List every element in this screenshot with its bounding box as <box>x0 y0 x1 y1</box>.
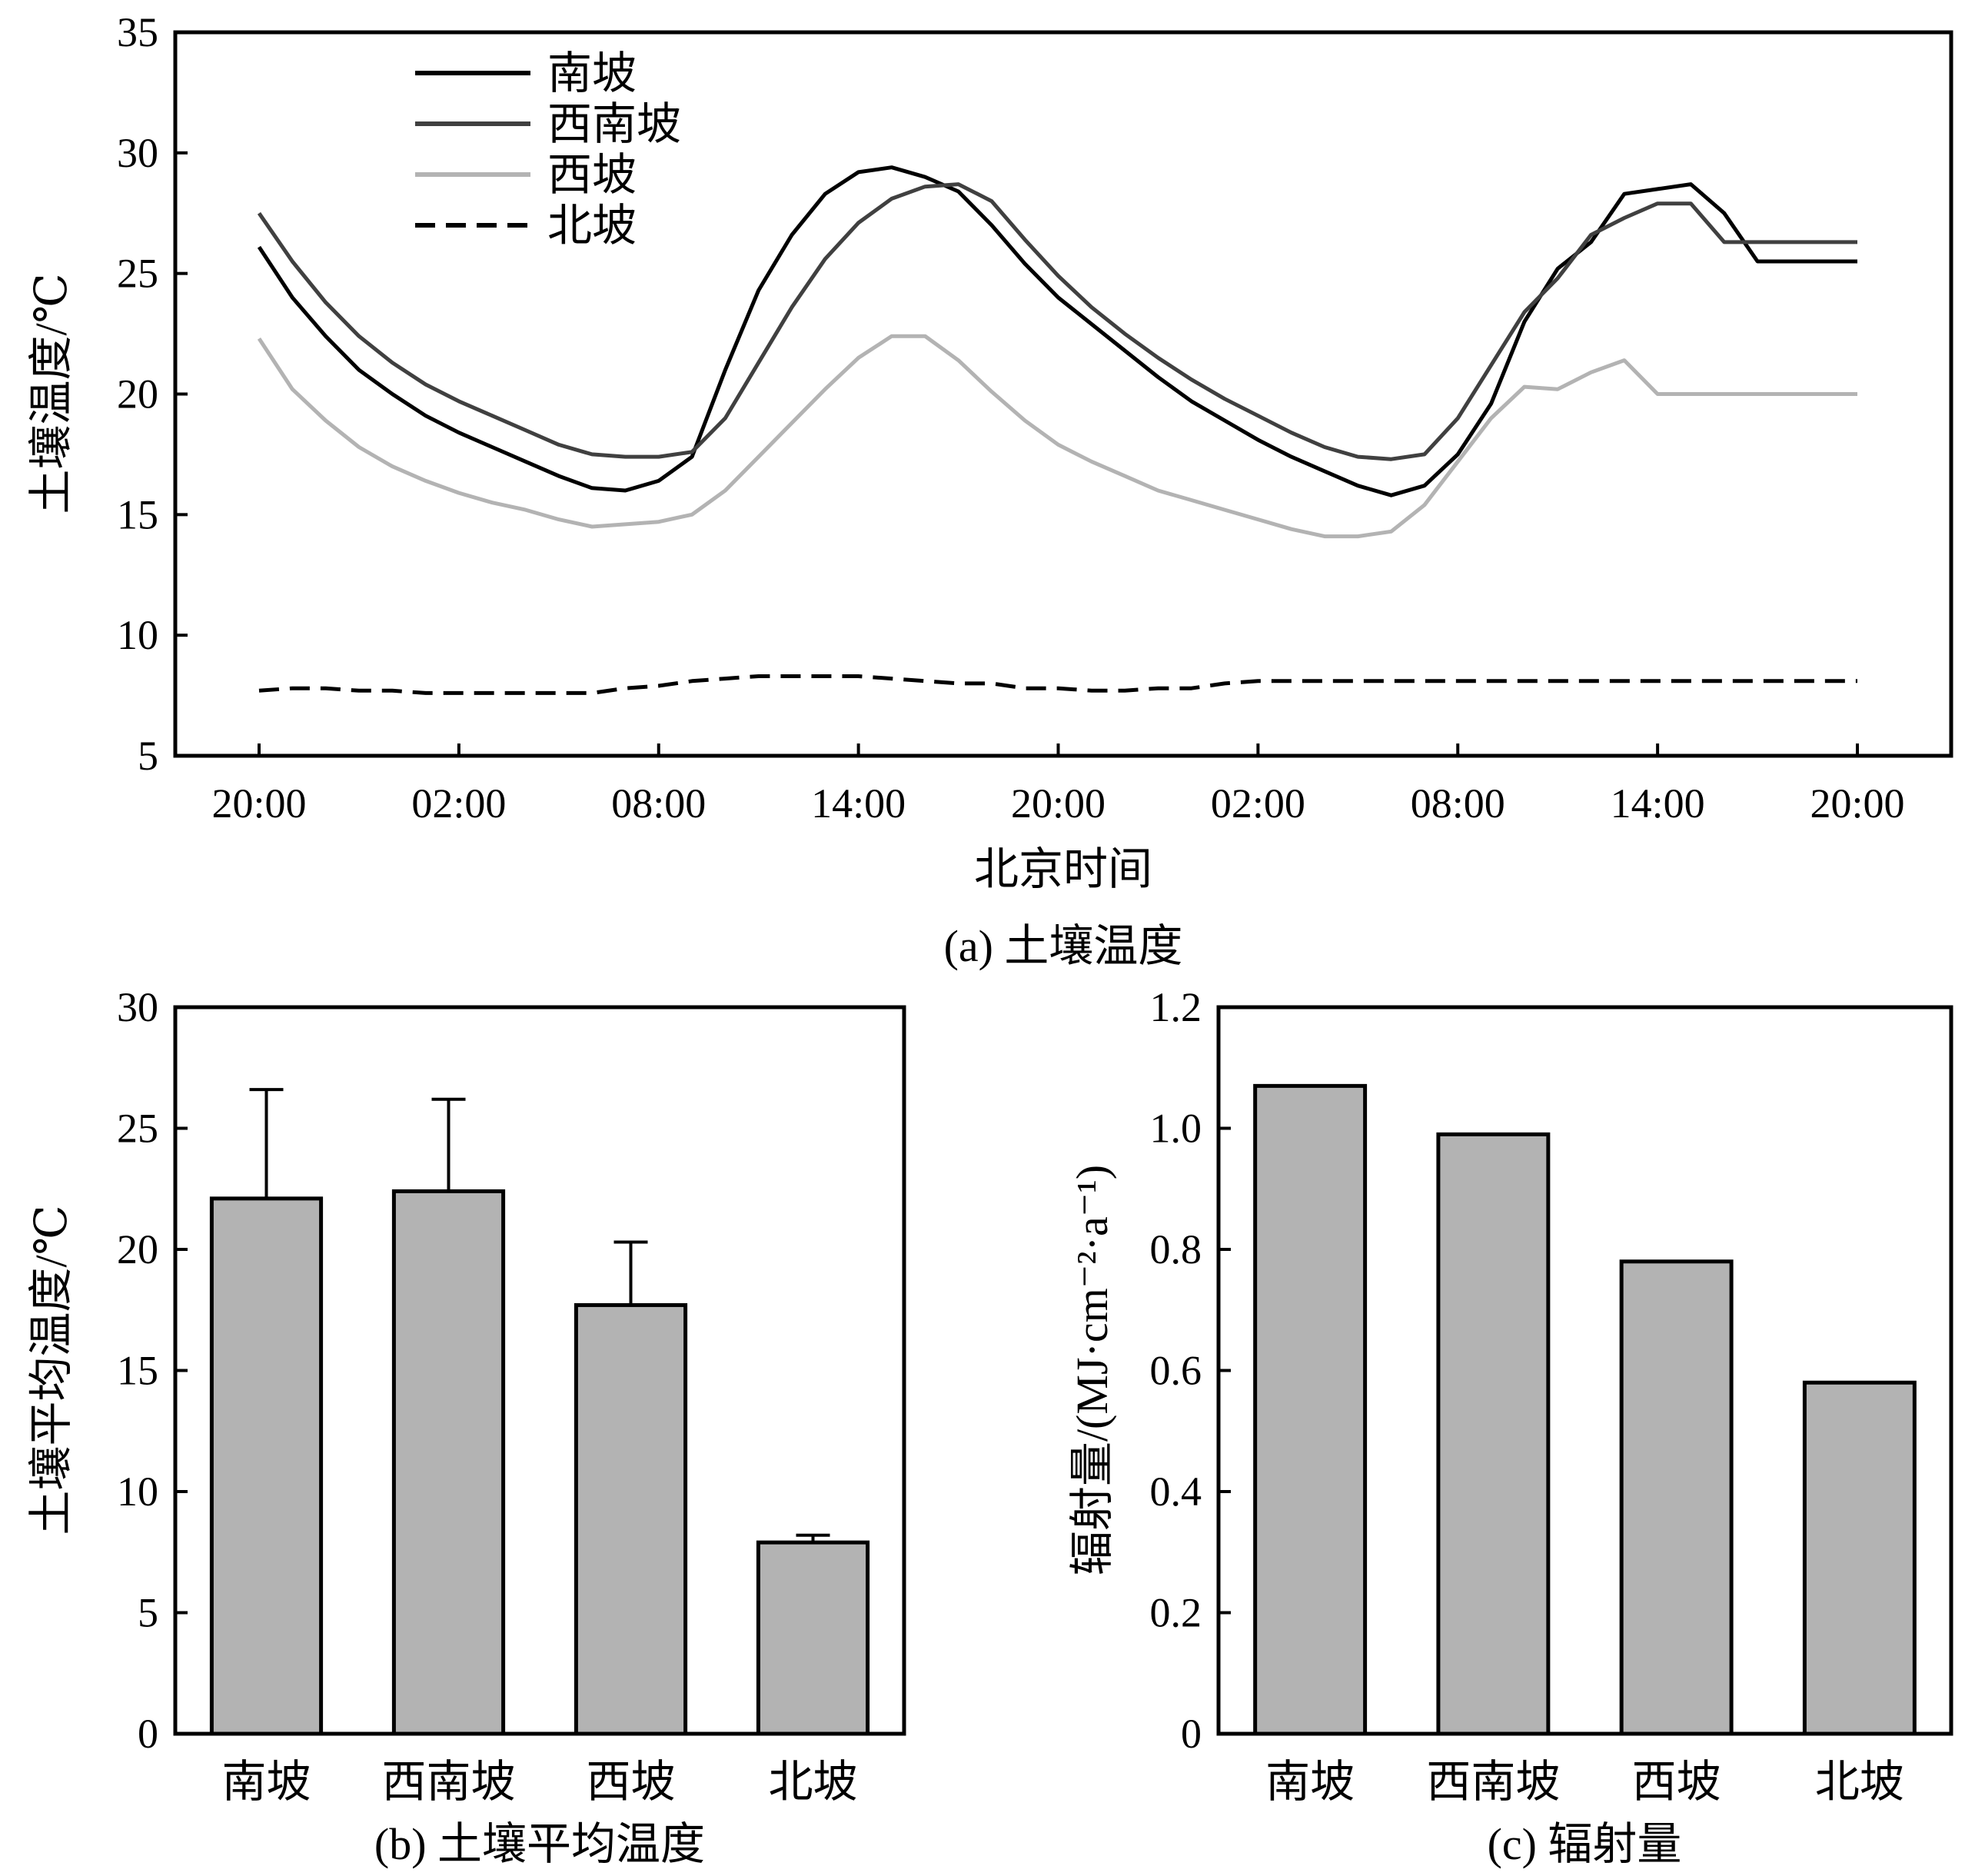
chart-c-ytick-label: 1.2 <box>1150 984 1202 1030</box>
chart-a-ytick-label: 20 <box>117 371 158 417</box>
chart-a-xtick-label: 20:00 <box>1810 780 1904 827</box>
chart-a-ticks: 5 10 15 20 25 30 35 20:00 02:00 08:00 14:00 20:00 02… <box>117 9 1905 827</box>
chart-a-xtick-label: 14:00 <box>1611 780 1705 827</box>
chart-b-ytick-label: 10 <box>117 1469 158 1515</box>
chart-a-ytick-label: 30 <box>117 130 158 176</box>
chart-b-bar-2 <box>574 1302 688 1736</box>
chart-c-ticks: 0 0.2 0.4 0.6 0.8 1.0 1.2 南坡 西南坡 西坡 北坡 <box>1150 984 1904 1807</box>
chart-c-caption: (c) 辐射量 <box>1488 1819 1682 1869</box>
chart-b-ytick-label: 5 <box>138 1590 158 1636</box>
chart-a-xtick-label: 14:00 <box>811 780 906 827</box>
chart-c-ytick-label: 0.8 <box>1150 1226 1202 1272</box>
chart-c-bar-2 <box>1619 1259 1734 1736</box>
chart-b-category-label: 北坡 <box>768 1757 857 1807</box>
chart-c-ytick-label: 0.2 <box>1150 1590 1202 1636</box>
chart-c-ytick-label: 0.6 <box>1150 1348 1202 1394</box>
chart-b-bars <box>209 1088 870 1736</box>
chart-a-caption: (a) 土壤温度 <box>944 921 1183 971</box>
chart-a-lines <box>257 165 1857 695</box>
chart-b-ytick-label: 20 <box>117 1226 158 1272</box>
chart-b-bar-3 <box>756 1540 870 1736</box>
chart-a-ytick-label: 10 <box>117 612 158 658</box>
chart-c-category-label: 北坡 <box>1815 1757 1904 1807</box>
chart-a-ytick-label: 25 <box>117 251 158 297</box>
chart-c-ylabel: 辐射量/(MJ·cm⁻²·a⁻¹) <box>1067 1165 1117 1575</box>
chart-a-ytick-label: 15 <box>117 491 158 537</box>
chart-c-ytick-label: 1.0 <box>1150 1106 1202 1152</box>
series-line-2 <box>257 334 1857 539</box>
legend-label-3: 北坡 <box>547 201 637 251</box>
series-line-1 <box>257 182 1857 461</box>
chart-b-category-label: 西坡 <box>586 1757 675 1807</box>
chart-c-ytick-label: 0 <box>1181 1711 1202 1757</box>
series-line-3 <box>258 674 1857 695</box>
chart-a-xlabel: 北京时间 <box>974 844 1152 894</box>
chart-b-caption: (b) 土壤平均温度 <box>374 1819 705 1869</box>
chart-a-xtick-label: 08:00 <box>611 780 706 827</box>
chart-c-radiation: 0 0.2 0.4 0.6 0.8 1.0 1.2 南坡 西南坡 西坡 北坡 辐射量/(MJ·cm⁻… <box>1067 984 1953 1869</box>
chart-a-ylabel: 土壤温度/℃ <box>26 274 76 514</box>
chart-c-category-label: 西南坡 <box>1426 1757 1560 1807</box>
chart-b-ytick-label: 15 <box>117 1348 158 1394</box>
chart-b-mean-soil-temperature: 0 5 10 15 20 25 30 南坡 西南坡 西坡 北坡 土壤平均温度/℃ (b) 土壤平均温… <box>26 984 906 1869</box>
chart-b-bar-0 <box>209 1196 324 1736</box>
chart-a-xtick-label: 02:00 <box>1211 780 1305 827</box>
series-line-0 <box>257 165 1857 497</box>
chart-c-plot-frame <box>1216 1005 1953 1736</box>
chart-b-category-label: 南坡 <box>221 1757 311 1807</box>
chart-a-xtick-label: 20:00 <box>211 780 306 827</box>
chart-b-ytick-label: 0 <box>138 1711 158 1757</box>
chart-b-plot-frame <box>173 1005 906 1736</box>
chart-c-bars <box>1253 1083 1917 1736</box>
chart-a-ytick-label: 5 <box>138 733 158 779</box>
chart-a-soil-temperature: 5 10 15 20 25 30 35 20:00 02:00 08:00 14:00 20:00 02… <box>26 9 1953 971</box>
chart-c-category-label: 南坡 <box>1265 1757 1355 1807</box>
chart-a-xtick-label: 20:00 <box>1011 780 1106 827</box>
chart-b-bar-1 <box>391 1189 506 1736</box>
legend-label-2: 西坡 <box>547 150 637 200</box>
chart-c-ytick-label: 0.4 <box>1150 1469 1202 1515</box>
legend-label-1: 西南坡 <box>547 99 681 149</box>
chart-a-xtick-label: 02:00 <box>411 780 506 827</box>
chart-b-ytick-label: 30 <box>117 984 158 1030</box>
chart-c-bar-1 <box>1436 1132 1551 1736</box>
chart-a-ytick-label: 35 <box>117 9 158 55</box>
chart-a-plot-frame <box>173 30 1953 758</box>
chart-b-category-label: 西南坡 <box>381 1757 515 1807</box>
chart-b-ytick-label: 25 <box>117 1106 158 1152</box>
chart-c-bar-3 <box>1802 1380 1917 1736</box>
chart-c-bar-0 <box>1253 1083 1368 1736</box>
chart-a-xtick-label: 08:00 <box>1411 780 1505 827</box>
chart-b-ylabel: 土壤平均温度/℃ <box>26 1206 76 1535</box>
legend-label-0: 南坡 <box>547 48 637 98</box>
chart-c-category-label: 西坡 <box>1632 1757 1721 1807</box>
